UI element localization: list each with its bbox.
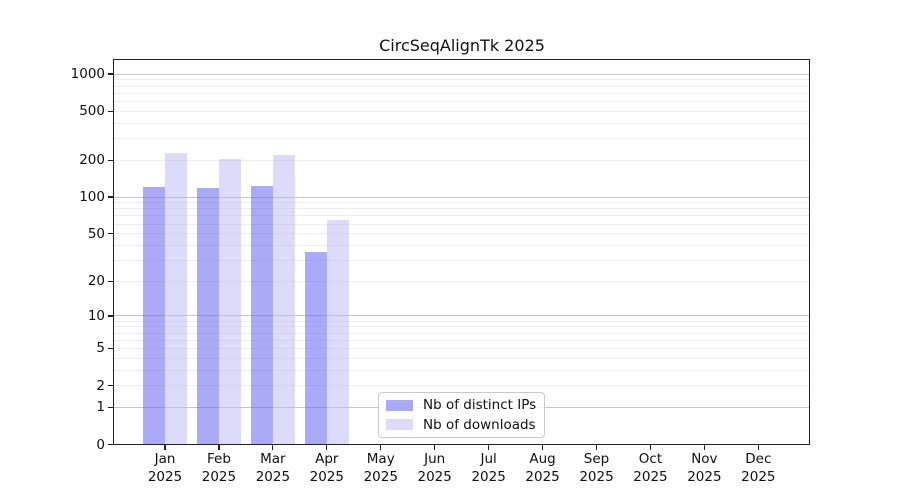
y-axis-tick <box>108 443 113 446</box>
x-axis-tick <box>757 445 759 450</box>
legend: Nb of distinct IPs Nb of downloads <box>378 392 545 438</box>
gridline-minor <box>114 320 809 322</box>
bar <box>272 154 295 445</box>
y-tick-label: 2 <box>96 377 105 394</box>
x-tick-label: Oct 2025 <box>633 451 668 485</box>
gridline-minor <box>114 85 809 87</box>
gridline-minor <box>114 223 809 225</box>
x-tick-label: Nov 2025 <box>687 451 722 485</box>
legend-item-downloads: Nb of downloads <box>386 415 536 434</box>
bar <box>250 186 273 445</box>
gridline-minor <box>114 92 809 94</box>
x-axis-tick <box>703 445 705 450</box>
chart-title: CircSeqAlignTk 2025 <box>379 36 545 55</box>
x-axis-tick <box>434 445 436 450</box>
gridline-minor <box>114 369 809 371</box>
x-axis-tick <box>218 445 220 450</box>
x-tick-label: Aug 2025 <box>525 451 560 485</box>
y-axis-tick <box>108 280 113 282</box>
x-tick-label: Jun 2025 <box>417 451 452 485</box>
y-axis-tick <box>108 73 113 75</box>
gridline-minor <box>114 244 809 246</box>
x-tick-label: Sep 2025 <box>579 451 614 485</box>
gridline-minor <box>114 332 809 334</box>
gridline-minor <box>114 100 809 102</box>
y-axis-tick <box>108 110 113 112</box>
gridline-major <box>114 196 809 198</box>
gridline-minor <box>114 159 809 161</box>
bar <box>165 152 187 445</box>
y-tick-label: 1 <box>96 399 105 416</box>
x-axis-tick <box>164 445 166 450</box>
gridline-minor <box>114 347 809 349</box>
y-tick-label: 5 <box>96 340 105 357</box>
x-axis-tick <box>649 445 652 450</box>
y-tick-label: 1000 <box>70 66 105 83</box>
y-axis-tick <box>108 233 113 235</box>
legend-swatch-distinct-ips <box>386 399 413 411</box>
gridline-minor <box>114 339 809 341</box>
legend-swatch-downloads <box>386 419 413 431</box>
gridline-minor <box>114 357 809 359</box>
gridline-minor <box>114 202 809 204</box>
bar <box>143 187 165 445</box>
x-axis-tick <box>541 445 544 450</box>
bar <box>218 158 241 445</box>
x-tick-label: May 2025 <box>363 451 398 485</box>
bar <box>326 219 349 445</box>
y-tick-label: 0 <box>96 436 105 453</box>
y-tick-label: 100 <box>79 189 105 206</box>
y-axis-tick <box>108 315 113 317</box>
x-tick-label: Mar 2025 <box>255 451 291 485</box>
x-axis-tick <box>488 445 490 450</box>
gridline-minor <box>114 110 809 112</box>
y-axis-tick <box>108 406 113 408</box>
gridline-minor <box>114 280 809 282</box>
gridline-major <box>114 315 809 317</box>
gridline-minor <box>114 385 809 387</box>
x-tick-label: Jan 2025 <box>147 451 183 485</box>
y-tick-label: 200 <box>79 152 105 169</box>
x-axis-tick <box>595 445 598 450</box>
x-tick-label: Dec 2025 <box>741 451 776 485</box>
y-axis-tick <box>108 159 113 161</box>
legend-label-distinct-ips: Nb of distinct IPs <box>423 397 537 414</box>
gridline-major <box>114 73 809 75</box>
y-tick-label: 50 <box>87 225 105 242</box>
x-axis-tick <box>272 445 274 450</box>
bar <box>304 252 327 445</box>
gridline-minor <box>114 79 809 81</box>
y-axis-tick <box>108 347 113 350</box>
legend-label-downloads: Nb of downloads <box>423 416 536 433</box>
gridline-minor <box>114 208 809 210</box>
x-axis-tick <box>380 445 382 450</box>
legend-item-distinct-ips: Nb of distinct IPs <box>386 396 536 415</box>
gridline-minor <box>114 259 809 261</box>
y-tick-label: 500 <box>79 103 105 120</box>
x-tick-label: Jul 2025 <box>471 451 506 485</box>
x-tick-label: Apr 2025 <box>309 451 344 485</box>
x-axis-tick <box>326 445 328 450</box>
gridline-minor <box>114 233 809 235</box>
y-axis-tick <box>108 384 113 387</box>
y-tick-label: 20 <box>87 273 105 290</box>
bar <box>196 188 219 445</box>
gridline-minor <box>114 122 809 124</box>
gridline-minor <box>114 215 809 217</box>
y-tick-label: 10 <box>87 307 105 324</box>
y-axis-tick <box>108 196 113 198</box>
gridline-minor <box>114 138 809 140</box>
gridline-minor <box>114 326 809 328</box>
x-tick-label: Feb 2025 <box>201 451 237 485</box>
